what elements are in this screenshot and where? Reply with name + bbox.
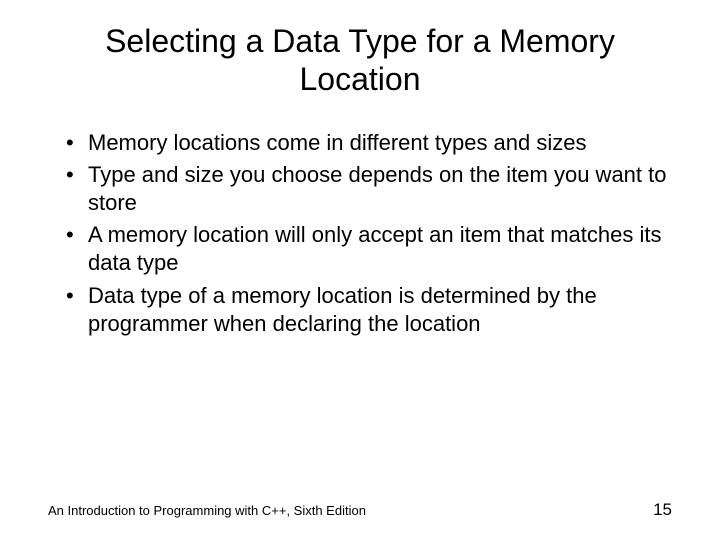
footer-text: An Introduction to Programming with C++,… xyxy=(48,503,366,518)
slide-title: Selecting a Data Type for a Memory Locat… xyxy=(64,22,656,99)
list-item: Memory locations come in different types… xyxy=(66,129,672,157)
page-number: 15 xyxy=(653,500,672,520)
list-item: A memory location will only accept an it… xyxy=(66,221,672,277)
slide: Selecting a Data Type for a Memory Locat… xyxy=(0,0,720,540)
list-item: Data type of a memory location is determ… xyxy=(66,282,672,338)
list-item: Type and size you choose depends on the … xyxy=(66,161,672,217)
bullet-list: Memory locations come in different types… xyxy=(48,129,672,338)
slide-footer: An Introduction to Programming with C++,… xyxy=(48,500,672,520)
